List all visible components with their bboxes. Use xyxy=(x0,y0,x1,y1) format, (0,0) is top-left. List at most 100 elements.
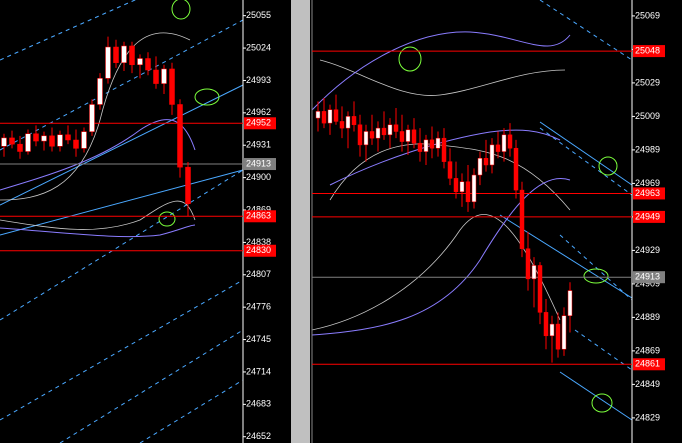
candle-body xyxy=(567,290,573,316)
candle-body xyxy=(465,181,471,203)
candle-body xyxy=(501,134,507,152)
current-price-line-box xyxy=(244,158,276,171)
current-price-line-box xyxy=(633,271,665,284)
candle-body xyxy=(393,124,399,132)
y-tick-label: 24838 xyxy=(246,237,271,247)
candle-body xyxy=(333,109,339,122)
candle-body xyxy=(531,265,537,280)
y-tick-label: 24929 xyxy=(635,245,660,255)
candle-body xyxy=(89,104,95,132)
y-tick-label: 24745 xyxy=(246,334,271,344)
candle-body xyxy=(471,174,477,203)
price-line-box xyxy=(244,210,276,223)
y-tick-label: 24776 xyxy=(246,302,271,312)
candle-body xyxy=(441,137,447,162)
candle-body xyxy=(489,144,495,166)
candle-body xyxy=(145,58,151,71)
candle-body xyxy=(483,158,489,166)
price-line-box xyxy=(244,117,276,130)
y-tick-label: 24889 xyxy=(635,312,660,322)
candle-body xyxy=(327,109,333,124)
candle-body xyxy=(513,147,519,191)
y-tick-label: 24869 xyxy=(246,204,271,214)
candle-body xyxy=(555,323,561,350)
candle-body xyxy=(105,46,111,79)
price-line-box xyxy=(244,244,276,257)
y-tick-label: 25055 xyxy=(246,10,271,20)
y-tick-label: 24807 xyxy=(246,269,271,279)
candle-body xyxy=(435,137,441,149)
candle-body xyxy=(507,134,513,149)
candle-body xyxy=(315,111,321,119)
candle-body xyxy=(369,131,375,139)
candle-body xyxy=(169,68,175,105)
price-line-box xyxy=(633,358,665,371)
y-tick-label: 24829 xyxy=(635,412,660,422)
candle-body xyxy=(363,131,369,146)
y-tick-label: 24931 xyxy=(246,140,271,150)
price-line-box xyxy=(633,45,665,58)
candle-body xyxy=(561,315,567,350)
y-tick-label: 24962 xyxy=(246,107,271,117)
price-line-label: 25048 xyxy=(635,45,660,55)
candle-body xyxy=(357,124,363,146)
candle-body xyxy=(525,248,531,280)
candle-body xyxy=(519,189,525,249)
candle-body xyxy=(495,144,501,152)
candle-body xyxy=(549,323,555,337)
current-price-line-label: 24913 xyxy=(635,272,660,282)
candle-body xyxy=(177,104,183,168)
candle-body xyxy=(41,135,47,142)
y-tick-label: 24909 xyxy=(635,278,660,288)
candle-body xyxy=(477,158,483,176)
candle-body xyxy=(411,129,417,144)
candle-body xyxy=(387,124,393,136)
candle-body xyxy=(185,166,191,204)
candle-body xyxy=(49,135,55,147)
candle-body xyxy=(423,139,429,152)
candle-body xyxy=(375,127,381,139)
candle-body xyxy=(129,45,135,66)
candle-body xyxy=(65,134,71,141)
candle-body xyxy=(113,46,119,63)
price-line-label: 24952 xyxy=(246,118,271,128)
candle-body xyxy=(57,134,63,147)
candle-body xyxy=(153,69,159,84)
price-line-label: 24963 xyxy=(635,188,660,198)
candle-body xyxy=(453,178,459,193)
y-tick-label: 24993 xyxy=(246,75,271,85)
y-tick-label: 24683 xyxy=(246,399,271,409)
candle-body xyxy=(339,121,345,129)
trend-lines xyxy=(0,0,633,443)
candle-body xyxy=(137,58,143,66)
candle-body xyxy=(399,131,405,142)
candle-body xyxy=(73,139,79,149)
candle-body xyxy=(81,131,87,149)
panel-splitter[interactable] xyxy=(291,0,310,443)
y-tick-label: 25009 xyxy=(635,111,660,121)
candle-body xyxy=(25,133,31,152)
candle-body xyxy=(1,137,7,147)
price-line-label: 24863 xyxy=(246,211,271,221)
candle-body xyxy=(405,129,411,142)
y-tick-label: 25069 xyxy=(635,10,660,20)
candle-body xyxy=(429,139,435,149)
y-tick-label: 24652 xyxy=(246,431,271,441)
y-tick-label: 24900 xyxy=(246,172,271,182)
candle-body xyxy=(97,78,103,105)
candle-body xyxy=(417,142,423,152)
current-price-line-label: 24913 xyxy=(246,158,271,168)
bollinger-bands xyxy=(0,32,571,331)
candle-body xyxy=(161,68,167,84)
price-line-label: 24830 xyxy=(246,245,271,255)
y-tick-label: 25029 xyxy=(635,77,660,87)
y-tick-label: 24714 xyxy=(246,366,271,376)
price-line-label: 24949 xyxy=(635,211,660,221)
price-line-label: 24861 xyxy=(635,359,660,369)
price-line-box xyxy=(633,187,665,200)
candle-body xyxy=(447,161,453,179)
price-line-box xyxy=(633,210,665,223)
y-tick-label: 24849 xyxy=(635,379,660,389)
